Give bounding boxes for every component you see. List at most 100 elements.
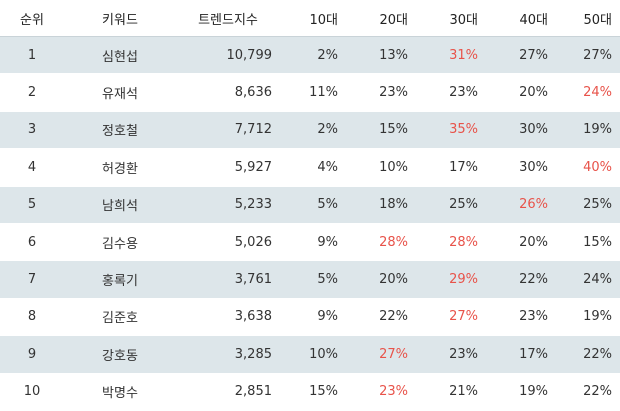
table-cell: 22% — [486, 260, 556, 299]
table-cell: 21% — [416, 373, 486, 411]
table-cell: 김수용 — [64, 223, 176, 262]
table-cell: 2 — [0, 73, 64, 112]
table-cell: 3,638 — [176, 298, 280, 337]
header-cell: 40대 — [486, 0, 556, 37]
table-cell: 강호동 — [64, 335, 176, 374]
table-cell: 24% — [556, 260, 620, 299]
table-cell: 6 — [0, 223, 64, 262]
table-cell: 김준호 — [64, 298, 176, 337]
header-cell: 20대 — [346, 0, 416, 37]
table-cell: 30% — [486, 111, 556, 150]
table-cell: 3,285 — [176, 335, 280, 374]
table-cell: 28% — [416, 223, 486, 262]
table-cell: 2% — [280, 36, 346, 75]
table-cell: 7 — [0, 260, 64, 299]
table-cell: 19% — [486, 373, 556, 411]
table-cell: 17% — [486, 335, 556, 374]
table-cell: 3,761 — [176, 260, 280, 299]
table-cell: 20% — [346, 260, 416, 299]
table-row: 3 정호철 7,712 2% 15% 35% 30% 19% — [0, 111, 620, 150]
table-cell: 31% — [416, 36, 486, 75]
table-cell: 허경환 — [64, 148, 176, 187]
table-row: 6 김수용 5,026 9% 28% 28% 20% 15% — [0, 223, 620, 262]
table-cell: 5% — [280, 186, 346, 224]
table-cell: 8,636 — [176, 73, 280, 112]
table-cell: 17% — [416, 148, 486, 187]
table-cell: 3 — [0, 111, 64, 150]
table-cell: 22% — [556, 335, 620, 374]
table-row: 9 강호동 3,285 10% 27% 23% 17% 22% — [0, 335, 620, 374]
table-cell: 15% — [556, 223, 620, 262]
table-cell: 24% — [556, 73, 620, 112]
header-cell: 10대 — [280, 0, 346, 37]
table-cell: 13% — [346, 36, 416, 75]
table-cell: 28% — [346, 223, 416, 262]
table-row: 1 심현섭 10,799 2% 13% 31% 27% 27% — [0, 36, 620, 75]
table-cell: 9% — [280, 298, 346, 337]
table-cell: 남희석 — [64, 186, 176, 224]
table-cell: 10 — [0, 373, 64, 411]
table-cell: 4% — [280, 148, 346, 187]
table-row: 8 김준호 3,638 9% 22% 27% 23% 19% — [0, 298, 620, 337]
table-row: 4 허경환 5,927 4% 10% 17% 30% 40% — [0, 148, 620, 187]
table-cell: 11% — [280, 73, 346, 112]
table-cell: 25% — [556, 186, 620, 224]
table-cell: 20% — [486, 223, 556, 262]
table-cell: 18% — [346, 186, 416, 224]
table-cell: 2% — [280, 111, 346, 150]
table-cell: 23% — [416, 335, 486, 374]
table-cell: 심현섭 — [64, 36, 176, 75]
header-cell: 30대 — [416, 0, 486, 37]
table-cell: 4 — [0, 148, 64, 187]
table-cell: 20% — [486, 73, 556, 112]
table-cell: 25% — [416, 186, 486, 224]
table-cell: 23% — [346, 373, 416, 411]
table-cell: 10,799 — [176, 36, 280, 75]
table-cell: 9% — [280, 223, 346, 262]
table-row: 5 남희석 5,233 5% 18% 25% 26% 25% — [0, 186, 620, 224]
table-cell: 27% — [486, 36, 556, 75]
table-cell: 15% — [346, 111, 416, 150]
table-row: 2 유재석 8,636 11% 23% 23% 20% 24% — [0, 73, 620, 112]
table-cell: 2,851 — [176, 373, 280, 411]
table-cell: 유재석 — [64, 73, 176, 112]
table-cell: 5 — [0, 186, 64, 224]
header-cell: 50대 — [556, 0, 620, 37]
table-cell: 22% — [346, 298, 416, 337]
table-cell: 9 — [0, 335, 64, 374]
header-cell: 트렌드지수 — [176, 0, 280, 37]
table-cell: 22% — [556, 373, 620, 411]
table-row: 10 박명수 2,851 15% 23% 21% 19% 22% — [0, 373, 620, 411]
table-cell: 23% — [416, 73, 486, 112]
table-cell: 40% — [556, 148, 620, 187]
table-cell: 27% — [556, 36, 620, 75]
table-cell: 15% — [280, 373, 346, 411]
table-cell: 19% — [556, 111, 620, 150]
table-cell: 27% — [346, 335, 416, 374]
table-cell: 5,927 — [176, 148, 280, 187]
table-cell: 29% — [416, 260, 486, 299]
table-cell: 8 — [0, 298, 64, 337]
table-cell: 10% — [346, 148, 416, 187]
table-cell: 27% — [416, 298, 486, 337]
table-cell: 5% — [280, 260, 346, 299]
table-cell: 1 — [0, 36, 64, 75]
table-cell: 19% — [556, 298, 620, 337]
table-cell: 26% — [486, 186, 556, 224]
table-cell: 23% — [346, 73, 416, 112]
table-cell: 5,233 — [176, 186, 280, 224]
header-cell: 순위 — [0, 0, 64, 37]
table-cell: 5,026 — [176, 223, 280, 262]
table-cell: 정호철 — [64, 111, 176, 150]
header-row: 순위 키워드 트렌드지수 10대 20대 30대 40대 50대 — [0, 0, 620, 37]
table-cell: 23% — [486, 298, 556, 337]
table-cell: 박명수 — [64, 373, 176, 411]
table-cell: 10% — [280, 335, 346, 374]
table-row: 7 홍록기 3,761 5% 20% 29% 22% 24% — [0, 260, 620, 299]
table-cell: 30% — [486, 148, 556, 187]
table-cell: 35% — [416, 111, 486, 150]
header-cell: 키워드 — [64, 0, 176, 37]
table-cell: 7,712 — [176, 111, 280, 150]
